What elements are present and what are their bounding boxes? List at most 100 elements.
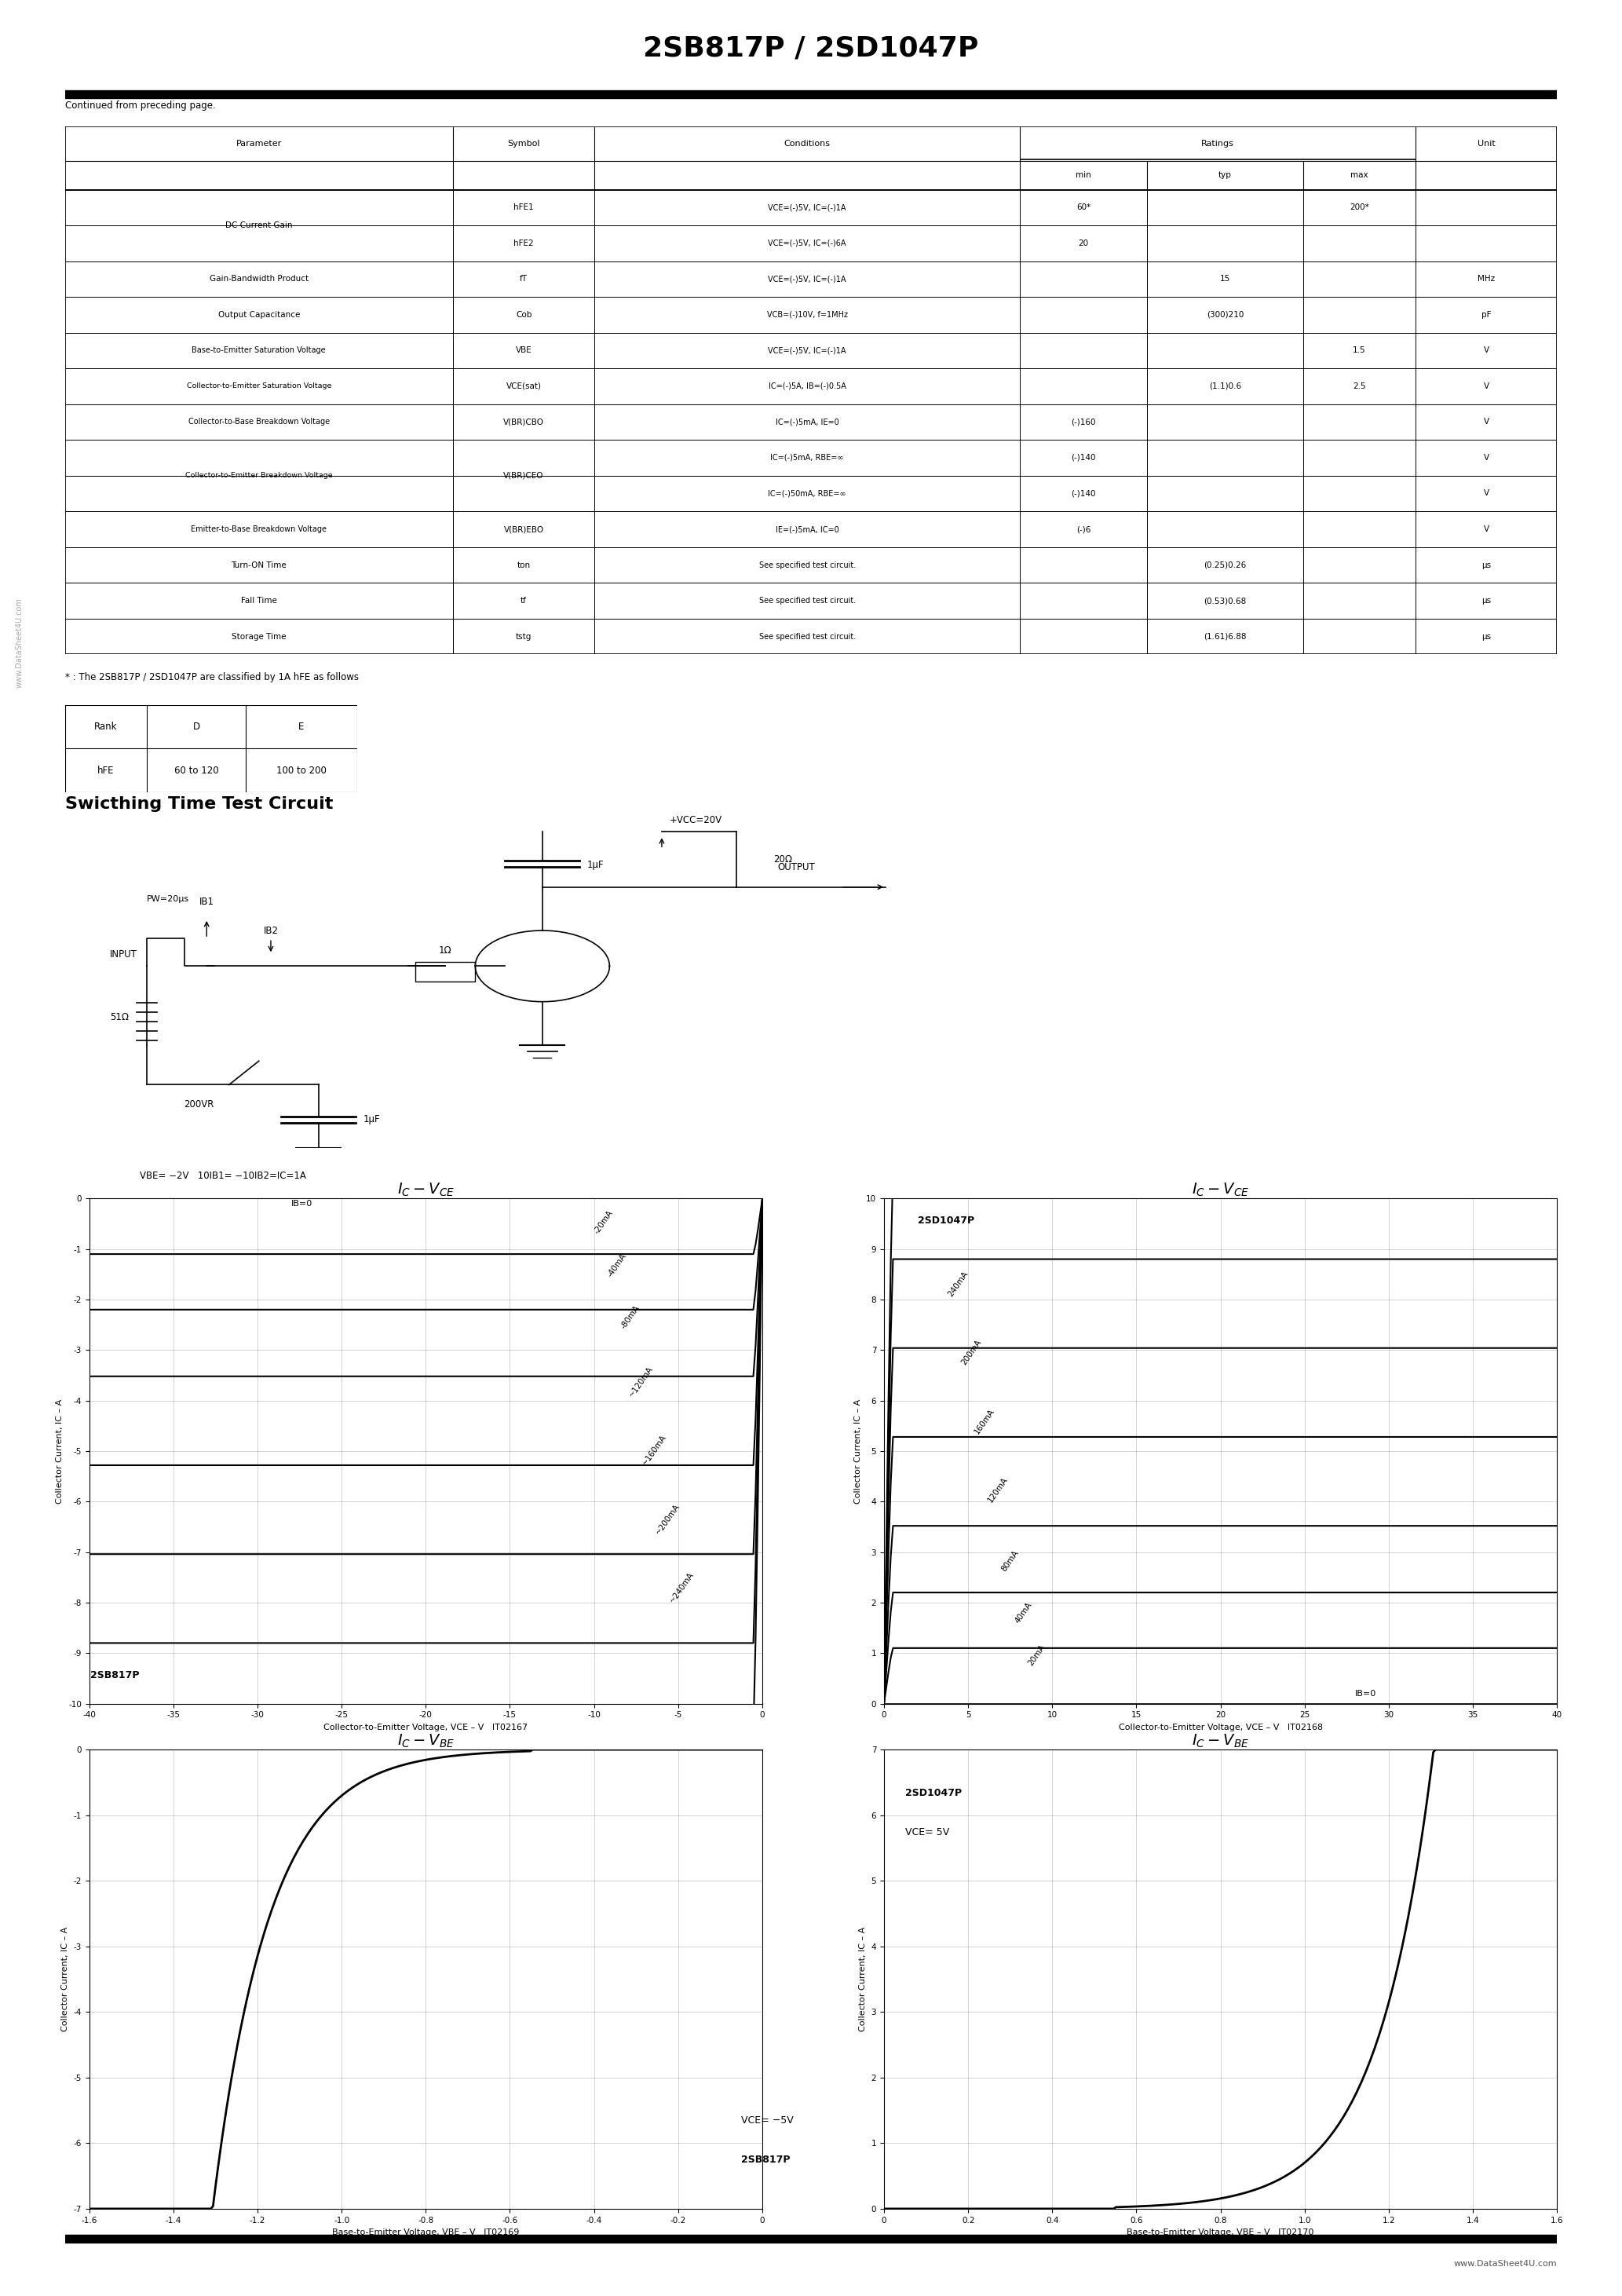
- Text: Rank: Rank: [94, 721, 117, 732]
- Text: pF: pF: [1481, 310, 1491, 319]
- Text: Parameter: Parameter: [237, 140, 282, 147]
- Text: ton: ton: [517, 560, 530, 569]
- Text: (300)210: (300)210: [1207, 310, 1244, 319]
- Text: OUTPUT: OUTPUT: [777, 861, 814, 872]
- Text: (0.25)0.26: (0.25)0.26: [1204, 560, 1246, 569]
- Text: ~240mA: ~240mA: [668, 1570, 694, 1605]
- Text: See specified test circuit.: See specified test circuit.: [759, 634, 856, 641]
- Text: Ratings: Ratings: [1202, 140, 1234, 147]
- Title: $I_C - V_{BE}$: $I_C - V_{BE}$: [1192, 1733, 1249, 1750]
- Text: Swicthing Time Test Circuit: Swicthing Time Test Circuit: [65, 797, 333, 813]
- Text: Gain-Bandwidth Product: Gain-Bandwidth Product: [209, 276, 308, 282]
- Text: 160mA: 160mA: [973, 1407, 996, 1435]
- Text: VCE=(-)5V, IC=(-)6A: VCE=(-)5V, IC=(-)6A: [769, 239, 847, 248]
- Text: 60*: 60*: [1075, 204, 1090, 211]
- Text: μs: μs: [1481, 560, 1491, 569]
- Text: Collector-to-Emitter Breakdown Voltage: Collector-to-Emitter Breakdown Voltage: [185, 473, 333, 480]
- Text: typ: typ: [1218, 172, 1231, 179]
- Text: 2SB817P: 2SB817P: [741, 2156, 790, 2165]
- Text: Base-to-Emitter Saturation Voltage: Base-to-Emitter Saturation Voltage: [191, 347, 326, 354]
- Text: 200*: 200*: [1350, 204, 1369, 211]
- Text: Turn-ON Time: Turn-ON Time: [230, 560, 287, 569]
- Text: IB=0: IB=0: [1356, 1690, 1377, 1697]
- Text: ~200mA: ~200mA: [655, 1502, 681, 1536]
- Text: 51Ω: 51Ω: [110, 1013, 128, 1022]
- Text: Collector-to-Emitter Saturation Voltage: Collector-to-Emitter Saturation Voltage: [187, 383, 331, 390]
- Text: Symbol: Symbol: [508, 140, 540, 147]
- Text: V: V: [1484, 489, 1489, 498]
- Title: $I_C - V_{CE}$: $I_C - V_{CE}$: [397, 1182, 454, 1199]
- Text: Continued from preceding page.: Continued from preceding page.: [65, 101, 216, 110]
- Text: IC=(-)5mA, IE=0: IC=(-)5mA, IE=0: [775, 418, 839, 427]
- Text: Output Capacitance: Output Capacitance: [217, 310, 300, 319]
- Text: (-)6: (-)6: [1075, 526, 1090, 533]
- Text: 15: 15: [1220, 276, 1231, 282]
- Text: 200VR: 200VR: [185, 1100, 214, 1109]
- Text: hFE2: hFE2: [514, 239, 534, 248]
- Text: V(BR)CBO: V(BR)CBO: [503, 418, 543, 427]
- Text: www.DataSheet4U.com: www.DataSheet4U.com: [1453, 2259, 1557, 2268]
- Text: fT: fT: [519, 276, 527, 282]
- Text: -20mA: -20mA: [592, 1210, 615, 1235]
- Text: hFE1: hFE1: [514, 204, 534, 211]
- Title: $I_C - V_{CE}$: $I_C - V_{CE}$: [1192, 1182, 1249, 1199]
- Text: (0.53)0.68: (0.53)0.68: [1204, 597, 1246, 604]
- Text: 1.5: 1.5: [1353, 347, 1366, 354]
- Bar: [65, 2234, 1557, 2243]
- Text: 1μF: 1μF: [587, 859, 603, 870]
- Text: VCE(sat): VCE(sat): [506, 383, 542, 390]
- Text: 2SB817P: 2SB817P: [91, 1671, 139, 1681]
- Text: 2SD1047P: 2SD1047P: [905, 1789, 962, 1798]
- Text: www.DataSheet4U.com: www.DataSheet4U.com: [16, 597, 23, 689]
- Text: ~160mA: ~160mA: [641, 1433, 668, 1467]
- Text: 1Ω: 1Ω: [440, 946, 453, 955]
- Text: 100 to 200: 100 to 200: [276, 765, 326, 776]
- Text: PW=20μs: PW=20μs: [148, 895, 190, 902]
- Text: 2SD1047P: 2SD1047P: [918, 1217, 975, 1226]
- Text: Fall Time: Fall Time: [240, 597, 277, 604]
- X-axis label: Base-to-Emitter Voltage, VBE – V   IT02170: Base-to-Emitter Voltage, VBE – V IT02170: [1127, 2229, 1314, 2236]
- Text: -80mA: -80mA: [620, 1304, 641, 1329]
- Text: -40mA: -40mA: [607, 1251, 628, 1279]
- Text: (-)160: (-)160: [1071, 418, 1096, 427]
- Text: 200mA: 200mA: [960, 1339, 983, 1366]
- Text: min: min: [1075, 172, 1092, 179]
- Text: Storage Time: Storage Time: [232, 634, 285, 641]
- Text: VCE= 5V: VCE= 5V: [905, 1828, 949, 1837]
- Text: VCE=(-)5V, IC=(-)1A: VCE=(-)5V, IC=(-)1A: [769, 204, 847, 211]
- Text: (1.1)0.6: (1.1)0.6: [1208, 383, 1241, 390]
- Text: Unit: Unit: [1478, 140, 1495, 147]
- Text: tstg: tstg: [516, 634, 532, 641]
- Text: 60 to 120: 60 to 120: [174, 765, 219, 776]
- Text: +VCC=20V: +VCC=20V: [670, 815, 722, 824]
- Text: 20Ω: 20Ω: [774, 854, 793, 866]
- Text: hFE: hFE: [97, 765, 114, 776]
- Text: IC=(-)50mA, RBE=∞: IC=(-)50mA, RBE=∞: [769, 489, 847, 498]
- X-axis label: Collector-to-Emitter Voltage, VCE – V   IT02168: Collector-to-Emitter Voltage, VCE – V IT…: [1119, 1724, 1322, 1731]
- Text: IE=(-)5mA, IC=0: IE=(-)5mA, IC=0: [775, 526, 839, 533]
- Text: μs: μs: [1481, 597, 1491, 604]
- Text: VCE=(-)5V, IC=(-)1A: VCE=(-)5V, IC=(-)1A: [769, 347, 847, 354]
- Text: For PNP, the polarity is reversed.: For PNP, the polarity is reversed.: [139, 1203, 292, 1212]
- Text: Collector-to-Base Breakdown Voltage: Collector-to-Base Breakdown Voltage: [188, 418, 329, 427]
- Text: IB=0: IB=0: [292, 1201, 313, 1208]
- Text: 20: 20: [1079, 239, 1088, 248]
- Text: DC Current Gain: DC Current Gain: [225, 220, 292, 230]
- Text: V: V: [1484, 347, 1489, 354]
- Text: VCB=(-)10V, f=1MHz: VCB=(-)10V, f=1MHz: [767, 310, 848, 319]
- Text: IC=(-)5mA, RBE=∞: IC=(-)5mA, RBE=∞: [770, 455, 843, 461]
- Text: D: D: [193, 721, 200, 732]
- Text: V(BR)CEO: V(BR)CEO: [503, 471, 543, 480]
- Text: Emitter-to-Base Breakdown Voltage: Emitter-to-Base Breakdown Voltage: [191, 526, 326, 533]
- Text: V: V: [1484, 418, 1489, 427]
- Y-axis label: Collector Current, IC – A: Collector Current, IC – A: [853, 1398, 861, 1504]
- Text: 120mA: 120mA: [986, 1476, 1011, 1504]
- Text: max: max: [1351, 172, 1369, 179]
- Text: Conditions: Conditions: [783, 140, 830, 147]
- Text: V(BR)EBO: V(BR)EBO: [504, 526, 543, 533]
- Text: E: E: [298, 721, 305, 732]
- Text: IB2: IB2: [263, 925, 279, 937]
- Text: V: V: [1484, 455, 1489, 461]
- Text: See specified test circuit.: See specified test circuit.: [759, 597, 856, 604]
- X-axis label: Base-to-Emitter Voltage, VBE – V   IT02169: Base-to-Emitter Voltage, VBE – V IT02169: [333, 2229, 519, 2236]
